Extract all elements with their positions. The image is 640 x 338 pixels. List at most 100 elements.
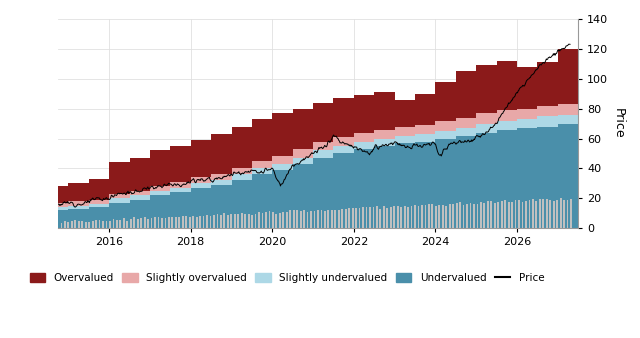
Bar: [244, 214, 246, 228]
Bar: [556, 200, 558, 228]
Bar: [348, 208, 350, 228]
Bar: [383, 206, 385, 228]
Bar: [182, 216, 184, 228]
Bar: [407, 207, 409, 228]
Bar: [470, 203, 472, 228]
Bar: [227, 215, 228, 228]
Bar: [275, 214, 277, 228]
Bar: [438, 205, 440, 228]
Bar: [120, 220, 122, 228]
Bar: [424, 204, 426, 228]
Bar: [106, 221, 108, 228]
Bar: [380, 209, 381, 228]
Bar: [272, 212, 274, 228]
Bar: [459, 202, 461, 228]
Bar: [394, 206, 395, 228]
Bar: [504, 200, 506, 228]
Bar: [560, 198, 561, 228]
Bar: [262, 213, 264, 228]
Bar: [81, 221, 83, 228]
Bar: [279, 213, 281, 228]
Bar: [223, 213, 225, 228]
Bar: [321, 210, 323, 228]
Bar: [216, 214, 218, 228]
Bar: [338, 210, 340, 228]
Bar: [179, 217, 180, 228]
Bar: [566, 200, 568, 228]
Bar: [414, 205, 416, 228]
Bar: [78, 221, 80, 228]
Bar: [172, 217, 173, 228]
Bar: [255, 214, 257, 228]
Bar: [536, 201, 538, 228]
Bar: [328, 210, 330, 228]
Bar: [542, 199, 544, 228]
Bar: [84, 222, 86, 228]
Bar: [362, 207, 364, 228]
Bar: [445, 206, 447, 228]
Bar: [237, 214, 239, 228]
Bar: [102, 221, 104, 228]
Bar: [189, 217, 191, 228]
Bar: [241, 213, 243, 228]
Bar: [137, 219, 139, 228]
Bar: [463, 204, 465, 228]
Bar: [435, 206, 436, 228]
Bar: [442, 204, 444, 228]
Bar: [525, 201, 527, 228]
Bar: [161, 218, 163, 228]
Bar: [209, 216, 211, 228]
Bar: [518, 200, 520, 228]
Bar: [123, 218, 125, 228]
Bar: [220, 215, 222, 228]
Bar: [376, 206, 378, 228]
Bar: [95, 220, 97, 228]
Bar: [500, 201, 502, 228]
Bar: [511, 202, 513, 228]
Bar: [150, 218, 152, 228]
Bar: [466, 204, 468, 228]
Bar: [154, 217, 156, 228]
Bar: [116, 220, 118, 228]
Bar: [341, 209, 343, 228]
Bar: [494, 203, 496, 228]
Bar: [549, 200, 551, 228]
Bar: [307, 212, 308, 228]
Bar: [365, 207, 367, 228]
Bar: [133, 217, 135, 228]
Bar: [456, 203, 458, 228]
Bar: [497, 202, 499, 228]
Bar: [292, 210, 294, 228]
Bar: [449, 204, 451, 228]
Bar: [417, 206, 419, 228]
Bar: [553, 201, 555, 228]
Bar: [404, 206, 406, 228]
Bar: [147, 219, 149, 228]
Bar: [483, 203, 485, 228]
Bar: [282, 212, 284, 228]
Bar: [310, 211, 312, 228]
Bar: [352, 208, 353, 228]
Bar: [570, 199, 572, 228]
Bar: [248, 214, 250, 228]
Bar: [258, 212, 260, 228]
Bar: [71, 221, 73, 228]
Bar: [428, 204, 430, 228]
Bar: [390, 207, 392, 228]
Bar: [480, 202, 482, 228]
Bar: [296, 210, 298, 228]
Bar: [164, 218, 166, 228]
Bar: [300, 211, 301, 228]
Bar: [230, 214, 232, 228]
Bar: [88, 222, 90, 228]
Legend: Overvalued, Slightly overvalued, Slightly undervalued, Undervalued, Price: Overvalued, Slightly overvalued, Slightl…: [26, 269, 548, 287]
Bar: [529, 200, 531, 228]
Bar: [99, 219, 100, 228]
Bar: [397, 206, 399, 228]
Bar: [532, 199, 534, 228]
Bar: [186, 216, 187, 228]
Bar: [61, 223, 62, 228]
Bar: [345, 209, 347, 228]
Bar: [269, 211, 270, 228]
Bar: [355, 209, 357, 228]
